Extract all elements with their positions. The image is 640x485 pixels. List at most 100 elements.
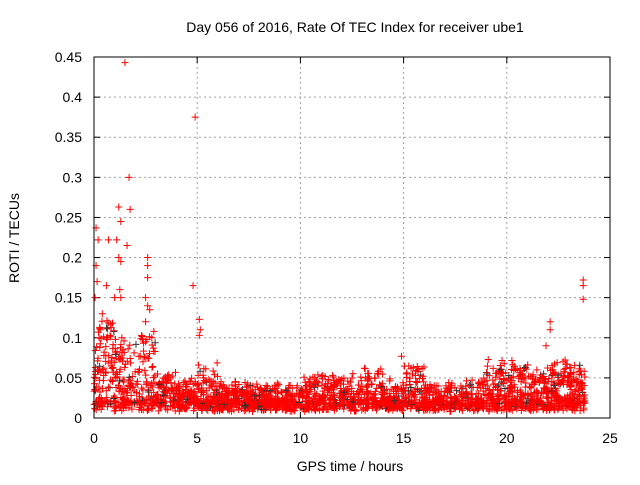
data-point — [447, 407, 455, 415]
data-point — [316, 395, 324, 403]
data-point — [358, 406, 366, 414]
data-point — [150, 378, 158, 386]
data-point — [172, 368, 180, 376]
data-point — [100, 364, 108, 372]
data-point — [154, 391, 162, 399]
data-point — [138, 333, 146, 341]
data-point — [263, 390, 271, 398]
data-point — [275, 381, 283, 389]
data-point — [176, 403, 184, 411]
outlier-point — [118, 334, 126, 342]
data-point — [562, 360, 570, 368]
outlier-point — [191, 113, 199, 121]
data-point — [411, 372, 419, 380]
data-point — [97, 405, 105, 413]
data-point — [112, 350, 120, 358]
data-point — [136, 352, 144, 360]
data-point — [108, 377, 116, 385]
data-point — [576, 402, 584, 410]
data-point — [559, 396, 567, 404]
data-point — [567, 369, 575, 377]
y-axis-label: ROTI / TECUs — [6, 193, 22, 283]
data-point — [146, 399, 154, 407]
data-point — [399, 381, 407, 389]
data-point — [272, 406, 280, 414]
data-point — [195, 361, 203, 369]
data-point — [561, 368, 569, 376]
data-point — [108, 364, 116, 372]
data-point — [125, 381, 133, 389]
data-point — [480, 374, 488, 382]
data-point — [209, 367, 217, 375]
data-point — [292, 389, 300, 397]
data-point — [241, 401, 249, 409]
data-point — [549, 388, 557, 396]
data-point — [127, 391, 135, 399]
data-point — [516, 401, 524, 409]
data-point — [352, 407, 360, 415]
data-point — [119, 394, 127, 402]
data-point — [445, 385, 453, 393]
data-point — [535, 379, 543, 387]
data-point — [136, 403, 144, 411]
data-point — [190, 388, 198, 396]
data-point — [488, 390, 496, 398]
data-point — [311, 373, 319, 381]
outlier-point — [93, 278, 101, 286]
data-point — [533, 366, 541, 374]
data-point — [278, 389, 286, 397]
chart-title: Day 056 of 2016, Rate Of TEC Index for r… — [186, 19, 524, 35]
y-tick-label: 0.45 — [55, 49, 82, 65]
axis-ticks: 0 5 10 15 20 25 0 0.05 0.1 0.15 0.2 0.25 0.3 0.35 0.4 0… — [55, 49, 618, 446]
data-point — [308, 405, 316, 413]
data-point — [493, 393, 501, 401]
data-point — [373, 396, 381, 404]
data-point — [102, 343, 110, 351]
data-point — [96, 340, 104, 348]
data-point — [144, 354, 152, 362]
data-point — [160, 393, 168, 401]
data-point — [169, 401, 177, 409]
data-point — [235, 380, 243, 388]
data-point — [329, 371, 337, 379]
data-point — [393, 383, 401, 391]
data-point — [406, 399, 414, 407]
y-tick-label: 0.15 — [55, 290, 82, 306]
data-point — [360, 397, 368, 405]
data-point — [151, 347, 159, 355]
data-point — [494, 392, 502, 400]
data-point — [379, 370, 387, 378]
data-point — [104, 383, 112, 391]
outlier-point — [579, 282, 587, 290]
grid — [94, 57, 610, 418]
outlier-point — [104, 236, 112, 244]
data-point — [328, 388, 336, 396]
outlier-point — [111, 294, 119, 302]
x-tick-label: 0 — [90, 430, 98, 446]
data-point — [416, 399, 424, 407]
data-point — [448, 379, 456, 387]
data-point — [101, 369, 109, 377]
data-point — [102, 368, 110, 376]
data-point — [215, 399, 223, 407]
data-point — [139, 358, 147, 366]
data-point — [446, 401, 454, 409]
y-tick-label: 0.2 — [63, 250, 83, 266]
data-point — [483, 362, 491, 370]
data-point — [576, 393, 584, 401]
data-point — [508, 388, 516, 396]
data-point — [354, 391, 362, 399]
data-point — [495, 399, 503, 407]
data-point — [302, 402, 310, 410]
outlier-point — [195, 331, 203, 339]
data-point — [451, 384, 459, 392]
data-point — [427, 383, 435, 391]
data-point — [341, 397, 349, 405]
data-point — [485, 385, 493, 393]
outlier-point — [117, 258, 125, 266]
data-point — [540, 372, 548, 380]
data-point — [132, 380, 140, 388]
data-point — [532, 406, 540, 414]
data-point — [129, 372, 137, 380]
data-point — [165, 371, 173, 379]
